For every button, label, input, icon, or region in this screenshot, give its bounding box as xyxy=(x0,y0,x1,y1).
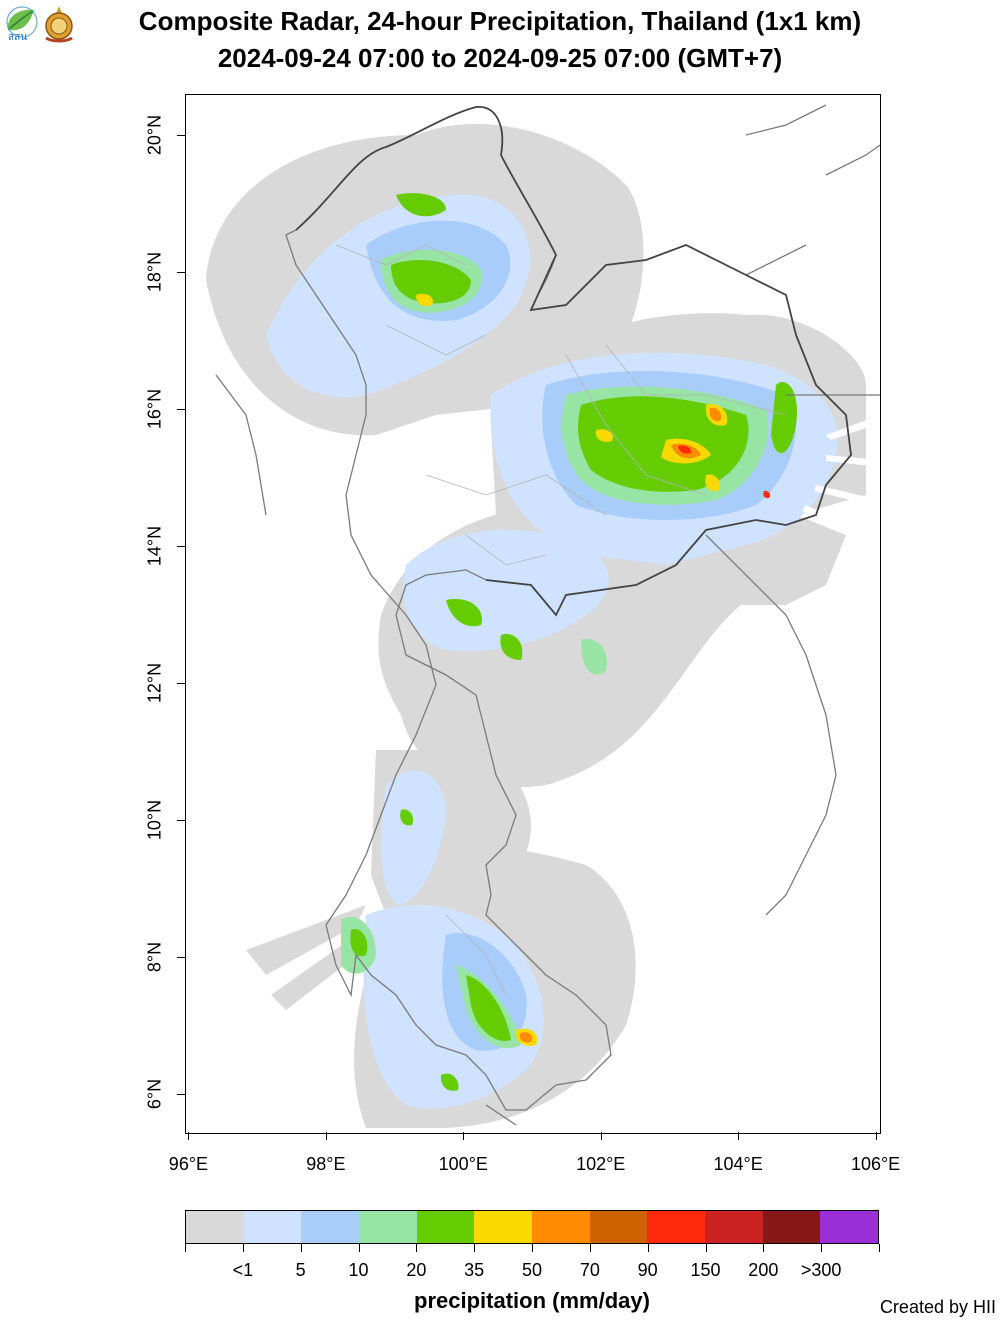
precipitation-legend-colorbar xyxy=(185,1210,879,1244)
legend-label: 50 xyxy=(521,1260,543,1280)
y-tick xyxy=(177,683,185,685)
y-tick xyxy=(177,957,185,959)
legend-tick xyxy=(879,1244,880,1252)
y-tick xyxy=(177,546,185,548)
map-subtitle-date-range: 2024-09-24 07:00 to 2024-09-25 07:00 (GM… xyxy=(217,43,783,73)
y-tick xyxy=(177,409,185,411)
legend-color-swatch xyxy=(301,1211,360,1243)
country-borders-dark xyxy=(295,106,852,617)
legend-color-swatch xyxy=(186,1211,244,1243)
province-borders xyxy=(335,244,787,996)
legend-color-swatch xyxy=(647,1211,706,1243)
x-tick-label: 102°E xyxy=(576,1154,626,1174)
x-tick-label: 96°E xyxy=(168,1154,209,1174)
royal-seal-logo xyxy=(40,4,78,49)
legend-tick xyxy=(185,1244,186,1252)
radar-map xyxy=(185,94,881,1134)
legend-label: <1 xyxy=(232,1260,254,1280)
y-tick xyxy=(177,272,185,274)
legend-color-swatch xyxy=(820,1211,879,1243)
legend-color-swatch xyxy=(532,1211,590,1243)
legend-label: 70 xyxy=(579,1260,600,1280)
x-tick-label: 106°E xyxy=(850,1154,901,1174)
legend-tick xyxy=(763,1244,765,1252)
hii-logo-text: สสน xyxy=(8,32,28,43)
legend-color-swatch xyxy=(762,1211,821,1243)
x-tick-label: 104°E xyxy=(713,1154,763,1174)
radar-map-canvas xyxy=(206,104,880,1128)
y-tick xyxy=(177,135,185,137)
legend-label: 20 xyxy=(406,1260,427,1280)
x-tick xyxy=(463,1132,465,1140)
map-title: Composite Radar, 24-hour Precipitation, … xyxy=(138,6,862,36)
legend-tick xyxy=(300,1244,302,1252)
y-tick-label: 14°N xyxy=(144,526,165,567)
legend-tick xyxy=(705,1244,707,1252)
hii-logo: สสน xyxy=(4,4,40,49)
y-tick-label: 8°N xyxy=(144,942,165,973)
y-tick-label: 16°N xyxy=(144,389,165,430)
y-tick-label: 6°N xyxy=(144,1079,165,1110)
legend-label: 200 xyxy=(748,1260,779,1280)
legend-tick xyxy=(358,1244,360,1252)
y-tick-label: 10°N xyxy=(144,800,165,841)
x-tick-label: 100°E xyxy=(438,1154,488,1174)
legend-color-swatch xyxy=(359,1211,417,1243)
legend-label: 90 xyxy=(637,1260,658,1280)
legend-label: 35 xyxy=(464,1260,485,1280)
y-tick-label: 20°N xyxy=(144,114,165,156)
credit-text: Created by HII xyxy=(879,1297,996,1317)
legend-tick xyxy=(474,1244,476,1252)
legend-color-swatch xyxy=(243,1211,302,1243)
legend-color-swatch xyxy=(589,1211,648,1243)
legend-tick xyxy=(416,1244,418,1252)
x-tick xyxy=(738,1132,740,1140)
legend-tick xyxy=(532,1244,533,1252)
legend-color-swatch xyxy=(705,1211,763,1243)
legend-color-swatch xyxy=(416,1211,475,1243)
x-tick xyxy=(600,1132,602,1140)
legend-label: 10 xyxy=(348,1260,369,1280)
y-tick xyxy=(177,1094,185,1096)
legend-label: 150 xyxy=(690,1260,721,1280)
legend-label: 5 xyxy=(295,1260,306,1280)
legend-title: precipitation (mm/day) xyxy=(414,1288,650,1313)
y-tick-label: 18°N xyxy=(144,252,165,293)
y-tick xyxy=(177,820,185,822)
legend-label: >300 xyxy=(800,1260,842,1280)
x-tick xyxy=(325,1132,327,1140)
legend-tick xyxy=(589,1244,591,1252)
x-tick-label: 98°E xyxy=(306,1154,346,1174)
legend-tick xyxy=(647,1244,649,1252)
legend-tick xyxy=(242,1244,244,1252)
x-tick xyxy=(188,1132,190,1140)
radar-coverage-layer xyxy=(206,123,880,1128)
x-tick xyxy=(875,1132,877,1140)
legend-color-swatch xyxy=(474,1211,533,1243)
legend-tick xyxy=(821,1244,823,1252)
y-tick-label: 12°N xyxy=(144,663,165,704)
